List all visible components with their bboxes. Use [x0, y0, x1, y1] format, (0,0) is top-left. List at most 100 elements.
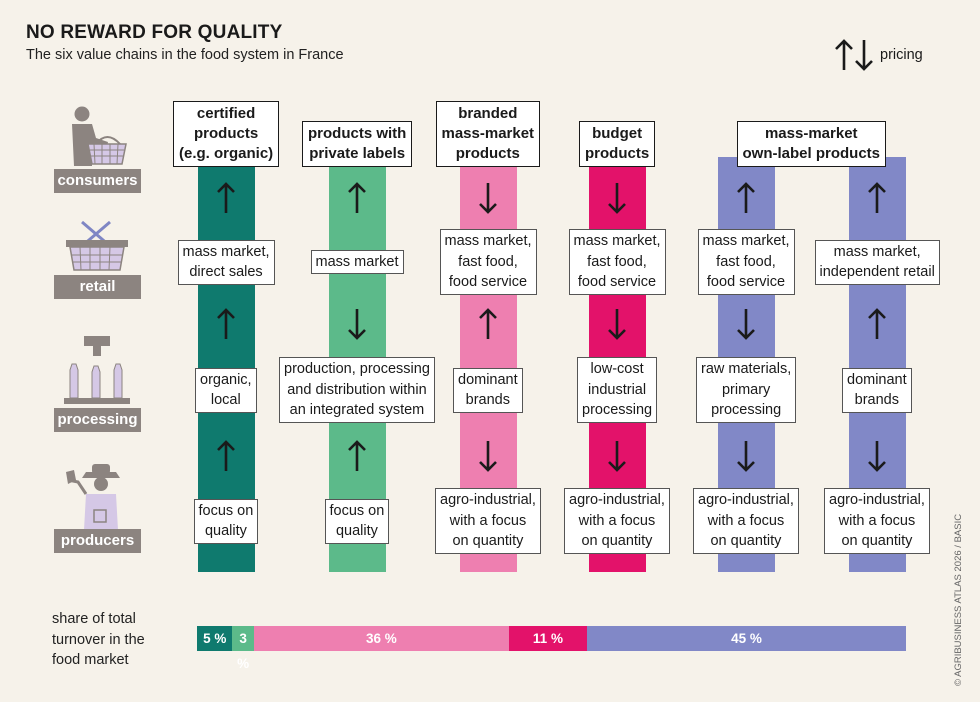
crossed-basket-icon — [66, 220, 128, 271]
chain-header-line: products — [455, 145, 520, 162]
arrow-down-icon — [608, 309, 626, 340]
producers-box-5-line: on quantity — [710, 533, 782, 549]
level-label-consumers: consumers — [54, 169, 141, 193]
producers-box-2: focus on quality — [324, 498, 390, 544]
chain-header-line: own-label products — [742, 145, 881, 162]
producers-box-4-line: with a focus — [578, 512, 656, 529]
share-segment-4: 11 % — [508, 626, 587, 651]
producers-box-3-line: agro-industrial, — [440, 492, 536, 508]
arrow-up-icon — [737, 182, 755, 213]
processing-box-4-line: industrial — [588, 381, 647, 398]
arrow-up-icon — [348, 182, 366, 213]
processing-box-4-line: processing — [582, 402, 653, 418]
arrow-down-icon — [608, 183, 626, 214]
processing-box-6-line: brands — [854, 392, 899, 408]
arrow-up-icon — [868, 182, 886, 213]
processing-box-1: organic, local — [195, 367, 257, 413]
arrow-down-icon — [608, 441, 626, 472]
share-label-line: turnover in the — [52, 631, 145, 648]
retail-box-5-line: fast food, — [716, 253, 776, 270]
chain-header-5: mass-market own-label products — [736, 121, 887, 167]
processing-box-6: dominant brands — [842, 367, 912, 413]
legend-label: pricing — [880, 47, 923, 63]
producers-box-1-line: focus on — [198, 502, 254, 519]
retail-box-3-line: fast food, — [458, 253, 518, 270]
arrow-up-icon — [348, 440, 366, 471]
chain-header-line: certified — [196, 105, 256, 122]
level-label-retail: retail — [54, 275, 141, 299]
processing-box-5-line: raw materials, — [701, 361, 792, 377]
chain-header-line: mass-market — [764, 125, 858, 142]
share-segment-1: 5 % — [197, 626, 233, 651]
producers-box-4-line: agro-industrial, — [569, 492, 665, 508]
producers-box-4-line: on quantity — [581, 533, 653, 549]
chain-header-line: products — [585, 145, 650, 162]
chain-header-4: budget products — [579, 121, 656, 167]
producers-box-5-line: with a focus — [707, 512, 785, 529]
processing-box-1-line: organic, — [200, 371, 252, 388]
processing-box-3-line: dominant — [458, 371, 518, 388]
producers-box-6-line: on quantity — [841, 533, 913, 549]
chain-header-line: (e.g. organic) — [179, 145, 274, 162]
share-segment-2: 3 % — [232, 626, 254, 671]
retail-box-1-line: mass market, — [182, 243, 270, 260]
chain-header-line: branded — [458, 105, 518, 122]
arrow-up-icon — [868, 308, 886, 339]
arrow-down-icon — [479, 183, 497, 214]
chain-header-1: certified products (e.g. organic) — [173, 101, 280, 167]
chart-title: NO REWARD FOR QUALITY — [26, 22, 283, 43]
shopper-with-basket-icon — [72, 106, 127, 166]
producers-box-1: focus on quality — [193, 498, 259, 544]
processing-box-5-line: processing — [711, 402, 782, 418]
pricing-legend: pricing — [834, 38, 923, 72]
share-segment-5: 45 % — [586, 626, 906, 651]
processing-box-5: raw materials, primary processing — [696, 357, 797, 423]
chart-subtitle: The six value chains in the food system … — [26, 47, 344, 63]
retail-box-6-line: mass market, — [833, 243, 921, 260]
producers-box-6-line: agro-industrial, — [829, 492, 925, 508]
chain-header-2: products with private labels — [302, 121, 413, 167]
arrow-down-icon — [737, 309, 755, 340]
retail-box-1-line: direct sales — [189, 264, 263, 280]
producers-box-2-line: quality — [335, 523, 378, 539]
retail-box-4-line: food service — [577, 274, 657, 290]
retail-box-4-line: fast food, — [587, 253, 647, 270]
producers-box-1-line: quality — [204, 523, 247, 539]
chain-header-line: private labels — [309, 145, 406, 162]
retail-box-3-line: mass market, — [444, 233, 532, 249]
producers-box-6: agro-industrial, with a focus on quantity — [824, 488, 930, 554]
credit-text: © AGRIBUSINESS ATLAS 2026 / BASIC — [953, 513, 964, 686]
arrow-up-icon — [217, 440, 235, 471]
chain-header-3: branded mass-market products — [435, 101, 541, 167]
processing-box-2: production, processing and distribution w… — [279, 357, 435, 423]
up-down-arrows-icon — [835, 39, 873, 71]
processing-box-3: dominant brands — [453, 367, 523, 413]
processing-box-4-line: low-cost — [590, 361, 644, 377]
producers-box-3-line: on quantity — [452, 533, 524, 549]
farmer-with-spade-icon — [66, 464, 120, 530]
arrow-up-icon — [217, 308, 235, 339]
producers-box-6-line: with a focus — [838, 512, 916, 529]
producers-box-4: agro-industrial, with a focus on quantity — [564, 488, 670, 554]
retail-box-5-line: mass market, — [702, 233, 790, 249]
processing-box-2-line: an integrated system — [289, 402, 425, 418]
arrow-up-icon — [479, 308, 497, 339]
processing-box-1-line: local — [210, 392, 241, 408]
retail-box-1: mass market, direct sales — [177, 239, 275, 285]
producers-box-2-line: focus on — [329, 502, 385, 519]
processing-box-4: low-cost industrial processing — [577, 357, 658, 423]
retail-box-3: mass market, fast food, food service — [439, 229, 537, 295]
retail-box-5: mass market, fast food, food service — [697, 229, 795, 295]
chain-header-line: budget — [592, 125, 643, 142]
bottling-machine-icon — [64, 336, 130, 404]
share-label-line: share of total — [52, 611, 136, 627]
chain-header-line: mass-market — [441, 125, 535, 142]
arrow-up-icon — [217, 182, 235, 213]
producers-box-3: agro-industrial, with a focus on quantity — [435, 488, 541, 554]
arrow-down-icon — [348, 309, 366, 340]
arrow-down-icon — [868, 441, 886, 472]
level-label-processing: processing — [54, 408, 141, 432]
producers-box-3-line: with a focus — [449, 512, 527, 529]
retail-box-4: mass market, fast food, food service — [568, 229, 666, 295]
retail-box-2: mass market — [310, 249, 404, 274]
